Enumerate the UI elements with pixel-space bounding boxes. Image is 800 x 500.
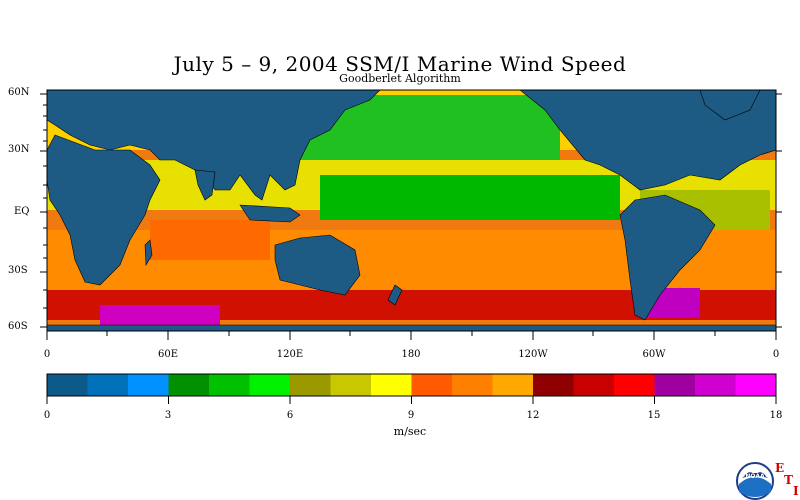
- map-subtitle: Goodberlet Algorithm: [339, 72, 461, 85]
- land-australia: [274, 234, 361, 296]
- colorbar-label-3: 3: [164, 410, 172, 421]
- colorbar-label-9: 9: [407, 410, 415, 421]
- colorbar-swatch: [371, 374, 412, 396]
- colorbar-label-12: 12: [526, 410, 540, 421]
- noaa-logo-text: NOAA: [745, 473, 765, 480]
- land-madagascar: [144, 239, 153, 267]
- land-north-america: [519, 90, 776, 191]
- map-panel: [40, 89, 782, 340]
- colorbar-swatch: [128, 374, 169, 396]
- colorbar-swatch: [330, 374, 372, 396]
- lon-label-120e: 120E: [276, 349, 304, 360]
- colorbar-swatch: [452, 374, 493, 396]
- colorbar-swatch: [168, 374, 210, 396]
- colorbar-swatch: [492, 374, 534, 396]
- colorbar-label-15: 15: [647, 410, 661, 421]
- lat-label-30n: 30N: [8, 144, 30, 155]
- land-greenland: [699, 90, 761, 121]
- wind-band-indian-ocean: [150, 220, 270, 260]
- noaa-seagull-icon: [744, 472, 766, 478]
- land-indonesia: [239, 204, 301, 223]
- colorbar-label-6: 6: [286, 410, 294, 421]
- land-eurasia: [47, 90, 381, 201]
- land-india: [194, 169, 216, 201]
- colorbar-swatch: [735, 374, 777, 396]
- colorbar-swatch: [47, 374, 88, 396]
- lon-label-0-east: 0: [772, 349, 780, 360]
- land-antarctica: [47, 324, 776, 331]
- colorbar-swatch: [654, 374, 696, 396]
- lon-label-0-west: 0: [43, 349, 51, 360]
- logo-letter-e: E: [775, 461, 785, 475]
- colorbar-swatch: [614, 374, 655, 396]
- colorbar-swatch: [290, 374, 331, 396]
- colorbar-label-0: 0: [43, 410, 51, 421]
- colorbar-swatch: [87, 374, 129, 396]
- colorbar-swatch: [533, 374, 574, 396]
- colorbar: [46, 373, 777, 404]
- colorbar-swatch: [573, 374, 615, 396]
- latitude-ticks: [40, 93, 782, 328]
- lat-label-eq: EQ: [14, 206, 30, 217]
- lon-label-180: 180: [401, 349, 421, 360]
- lat-label-60n: 60N: [8, 87, 30, 98]
- colorbar-unit: m/sec: [393, 425, 427, 438]
- lon-label-60w: 60W: [642, 349, 666, 360]
- wind-band-equatorial-green: [320, 175, 620, 220]
- logo-letter-i: I: [793, 484, 799, 498]
- longitude-ticks: [46, 331, 777, 340]
- colorbar-label-18: 18: [769, 410, 783, 421]
- land-south-america: [619, 194, 716, 321]
- colorbar-swatch: [249, 374, 291, 396]
- noaa-logo: [736, 462, 774, 500]
- lon-label-60e: 60E: [157, 349, 179, 360]
- colorbar-swatch: [411, 374, 453, 396]
- lat-label-60s: 60S: [8, 321, 28, 332]
- map-title: July 5 – 9, 2004 SSM/I Marine Wind Speed: [173, 52, 627, 76]
- logo-letter-t: T: [784, 473, 793, 487]
- lat-label-30s: 30S: [8, 265, 28, 276]
- land-africa: [47, 134, 161, 286]
- lon-label-120w: 120W: [518, 349, 548, 360]
- colorbar-swatch: [695, 374, 736, 396]
- colorbar-swatch: [209, 374, 250, 396]
- land-new-zealand: [387, 284, 403, 306]
